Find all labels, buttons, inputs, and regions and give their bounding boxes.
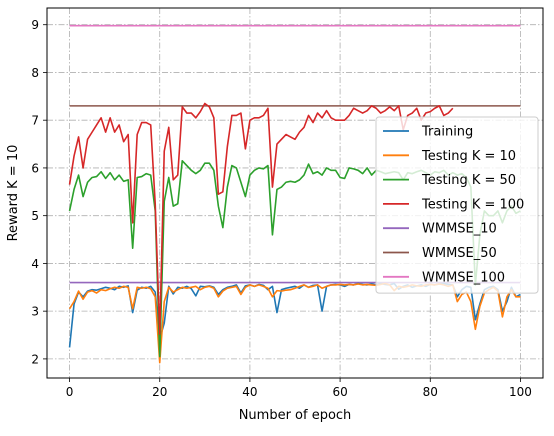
x-tick-label: 0 — [66, 385, 74, 399]
legend-label: WMMSE_50 — [422, 246, 497, 261]
y-tick-label: 7 — [31, 114, 39, 128]
x-axis: 0 20 40 60 80 100 — [66, 378, 532, 399]
plot-frame — [46, 7, 544, 379]
legend-box — [375, 116, 539, 294]
x-axis-label: Number of epoch — [239, 408, 352, 423]
series-line-3 — [68, 102, 454, 335]
legend-label: Testing K = 100 — [421, 197, 524, 212]
x-tick-label: 40 — [242, 385, 257, 399]
legend-label: Training — [421, 125, 473, 140]
legend-label: Testing K = 10 — [421, 149, 516, 164]
legend-label: Testing K = 50 — [421, 173, 516, 188]
y-tick-label: 6 — [31, 161, 39, 175]
y-tick-label: 5 — [31, 209, 39, 223]
x-tick-label: 80 — [423, 385, 438, 399]
x-tick-label: 100 — [509, 385, 532, 399]
y-tick-label: 9 — [31, 18, 39, 32]
y-tick-label: 2 — [31, 352, 39, 366]
x-tick-label: 20 — [152, 385, 167, 399]
legend: Training Testing K = 10 Testing K = 50 Test… — [375, 116, 539, 294]
legend-label: WMMSE_10 — [422, 222, 497, 237]
y-tick-label: 3 — [31, 305, 39, 319]
y-axis-label: Reward K = 10 — [6, 145, 21, 242]
y-axis: 2 3 4 5 6 7 8 9 — [31, 18, 47, 366]
y-tick-label: 4 — [31, 257, 39, 271]
y-tick-label: 8 — [31, 66, 39, 80]
grid-lines — [47, 8, 543, 378]
x-tick-label: 60 — [332, 385, 347, 399]
legend-label: WMMSE_100 — [422, 270, 505, 285]
